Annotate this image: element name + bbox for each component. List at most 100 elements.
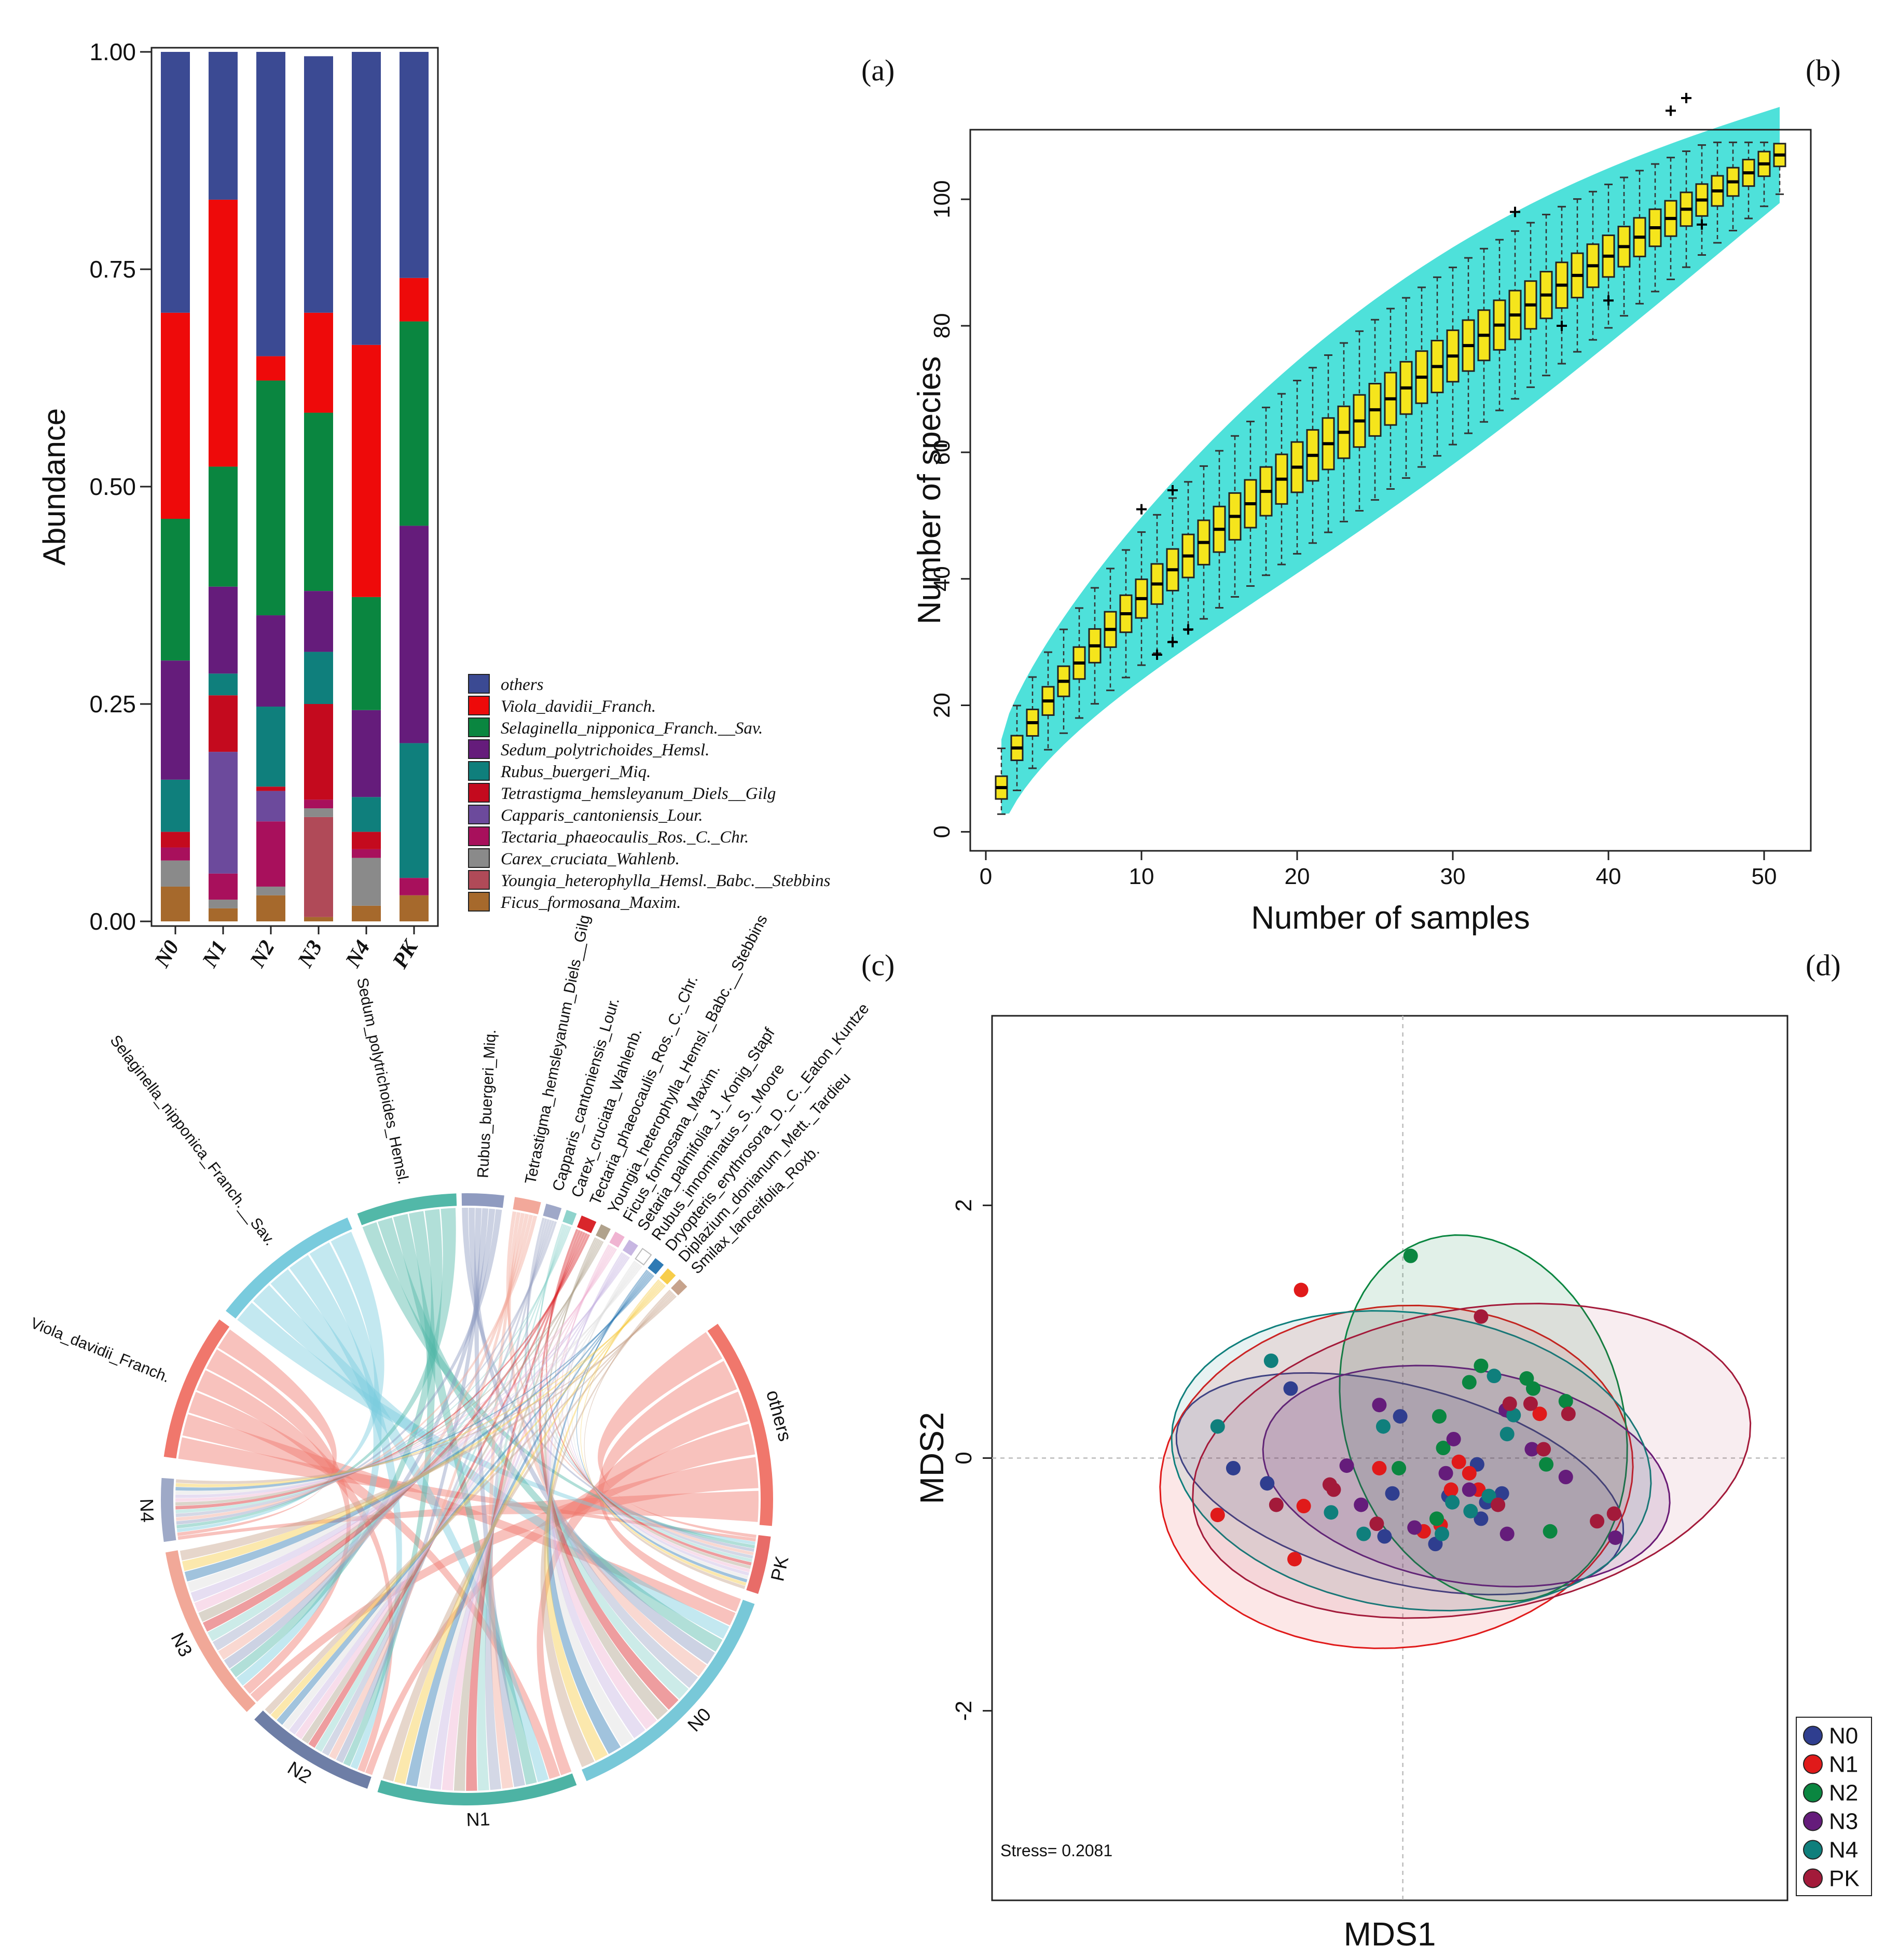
sector-arc <box>163 1319 230 1459</box>
bar-segment <box>209 873 238 900</box>
bar-segment <box>256 786 285 791</box>
legend-swatch <box>468 674 490 694</box>
legend-marker <box>1803 1783 1823 1803</box>
sample-point <box>1462 1375 1477 1390</box>
bar-segment <box>256 52 285 356</box>
bar-segment <box>400 278 429 322</box>
sample-point <box>1354 1497 1369 1512</box>
chord-ribbon <box>598 1332 756 1538</box>
bar-segment <box>256 895 285 921</box>
sample-point <box>1462 1482 1477 1497</box>
y-tick-label: 0.75 <box>89 256 136 283</box>
panel-b-accumulation-boxplot: 0 10 20 30 40 50 0 20 40 60 80 100 Number of samples… <box>912 93 1812 936</box>
sample-point <box>1494 1486 1509 1501</box>
outlier-marker <box>1666 105 1676 116</box>
bar-segment <box>161 52 190 313</box>
sample-point <box>1474 1358 1489 1373</box>
bar-segment <box>400 52 429 278</box>
bar-segment <box>209 199 238 467</box>
x-tick-label: N4 <box>341 936 375 972</box>
sample-point <box>1226 1460 1241 1475</box>
sector-arc <box>746 1535 771 1594</box>
sector-arc <box>254 1710 372 1789</box>
legend-swatch <box>468 826 490 846</box>
bar-segment <box>209 586 238 674</box>
sample-point <box>1429 1511 1444 1526</box>
sector-arc <box>161 1478 176 1542</box>
legend-marker <box>1803 1868 1823 1888</box>
group-ellipse <box>1159 1304 1634 1649</box>
legend-marker <box>1803 1726 1823 1746</box>
legend-label: Capparis_cantoniensis_Lour. <box>501 806 703 825</box>
chord-ribbon <box>178 1437 756 1542</box>
bar-segment <box>256 356 285 381</box>
x-tick-label: N0 <box>150 936 184 972</box>
chord-ribbon <box>270 1282 664 1720</box>
bar-segment <box>209 900 238 908</box>
sample-point <box>1543 1524 1558 1539</box>
bar-segment <box>161 519 190 661</box>
sector-arc <box>577 1215 597 1234</box>
legend-swatch <box>468 761 490 781</box>
legend-label: Youngia_heterophylla_Hemsl._Babc.__Stebb… <box>501 872 831 890</box>
outlier-marker <box>1183 624 1193 635</box>
sample-point <box>1474 1511 1489 1526</box>
bar-segment <box>352 52 381 345</box>
sector-arc <box>226 1217 352 1319</box>
chord-ribbon <box>343 1211 435 1766</box>
sample-point <box>1287 1552 1302 1567</box>
sample-point <box>1283 1381 1298 1396</box>
y-tick-label: 2 <box>951 1199 976 1211</box>
chord-ribbon <box>598 1361 741 1612</box>
x-tick-label: 40 <box>1596 864 1621 889</box>
sample-point <box>1443 1482 1459 1497</box>
sector-label: Selaginella_nipponica_Franch.__Sav. <box>106 1032 278 1249</box>
sector-arc <box>513 1197 541 1214</box>
x-tick-label: 50 <box>1752 864 1777 889</box>
bar-segment <box>352 797 381 832</box>
sample-point <box>1499 1526 1515 1541</box>
legend-swatch <box>468 696 490 715</box>
chord-ribbon <box>485 1219 550 1790</box>
bar-segment <box>256 791 285 822</box>
sample-point <box>1324 1505 1339 1520</box>
outlier-marker <box>1167 485 1178 495</box>
sector-arc <box>596 1224 611 1240</box>
sample-point <box>1502 1396 1517 1411</box>
sample-point <box>1372 1460 1387 1475</box>
sector-label: PK <box>766 1554 792 1583</box>
plot-frame <box>150 47 439 927</box>
sample-point <box>1481 1488 1496 1503</box>
bar-segment <box>400 878 429 895</box>
bar-segment <box>400 743 429 878</box>
bar-segment <box>161 660 190 780</box>
x-tick-label: PK <box>388 935 423 973</box>
sector-arc <box>165 1550 256 1712</box>
sample-point <box>1506 1407 1521 1423</box>
outlier-marker <box>1167 637 1178 647</box>
sample-point <box>1606 1506 1621 1521</box>
sector-arc <box>635 1248 652 1266</box>
legend-swatch <box>468 805 490 824</box>
sample-point <box>1438 1466 1453 1481</box>
chord-ribbon <box>393 1213 537 1785</box>
sample-point <box>1269 1497 1284 1512</box>
sample-point <box>1445 1495 1460 1510</box>
bar-segment <box>161 779 190 832</box>
sample-point <box>1326 1482 1341 1497</box>
legend-label: Rubus_buergeri_Miq. <box>500 763 651 781</box>
x-tick-label: 30 <box>1440 864 1466 889</box>
sample-point <box>1487 1369 1502 1384</box>
x-tick-label: 20 <box>1285 864 1310 889</box>
sector-arc <box>622 1239 638 1256</box>
sample-point <box>1392 1460 1407 1475</box>
sample-point <box>1260 1476 1275 1491</box>
sector-label: N1 <box>466 1808 490 1830</box>
legend-label: N3 <box>1829 1809 1858 1834</box>
sample-point <box>1524 1442 1539 1457</box>
bar-segment <box>352 344 381 597</box>
sample-point <box>1356 1526 1371 1541</box>
sector-label: N4 <box>136 1498 158 1523</box>
chord-ribbon <box>507 1212 707 1677</box>
outlier-marker <box>1136 504 1147 515</box>
